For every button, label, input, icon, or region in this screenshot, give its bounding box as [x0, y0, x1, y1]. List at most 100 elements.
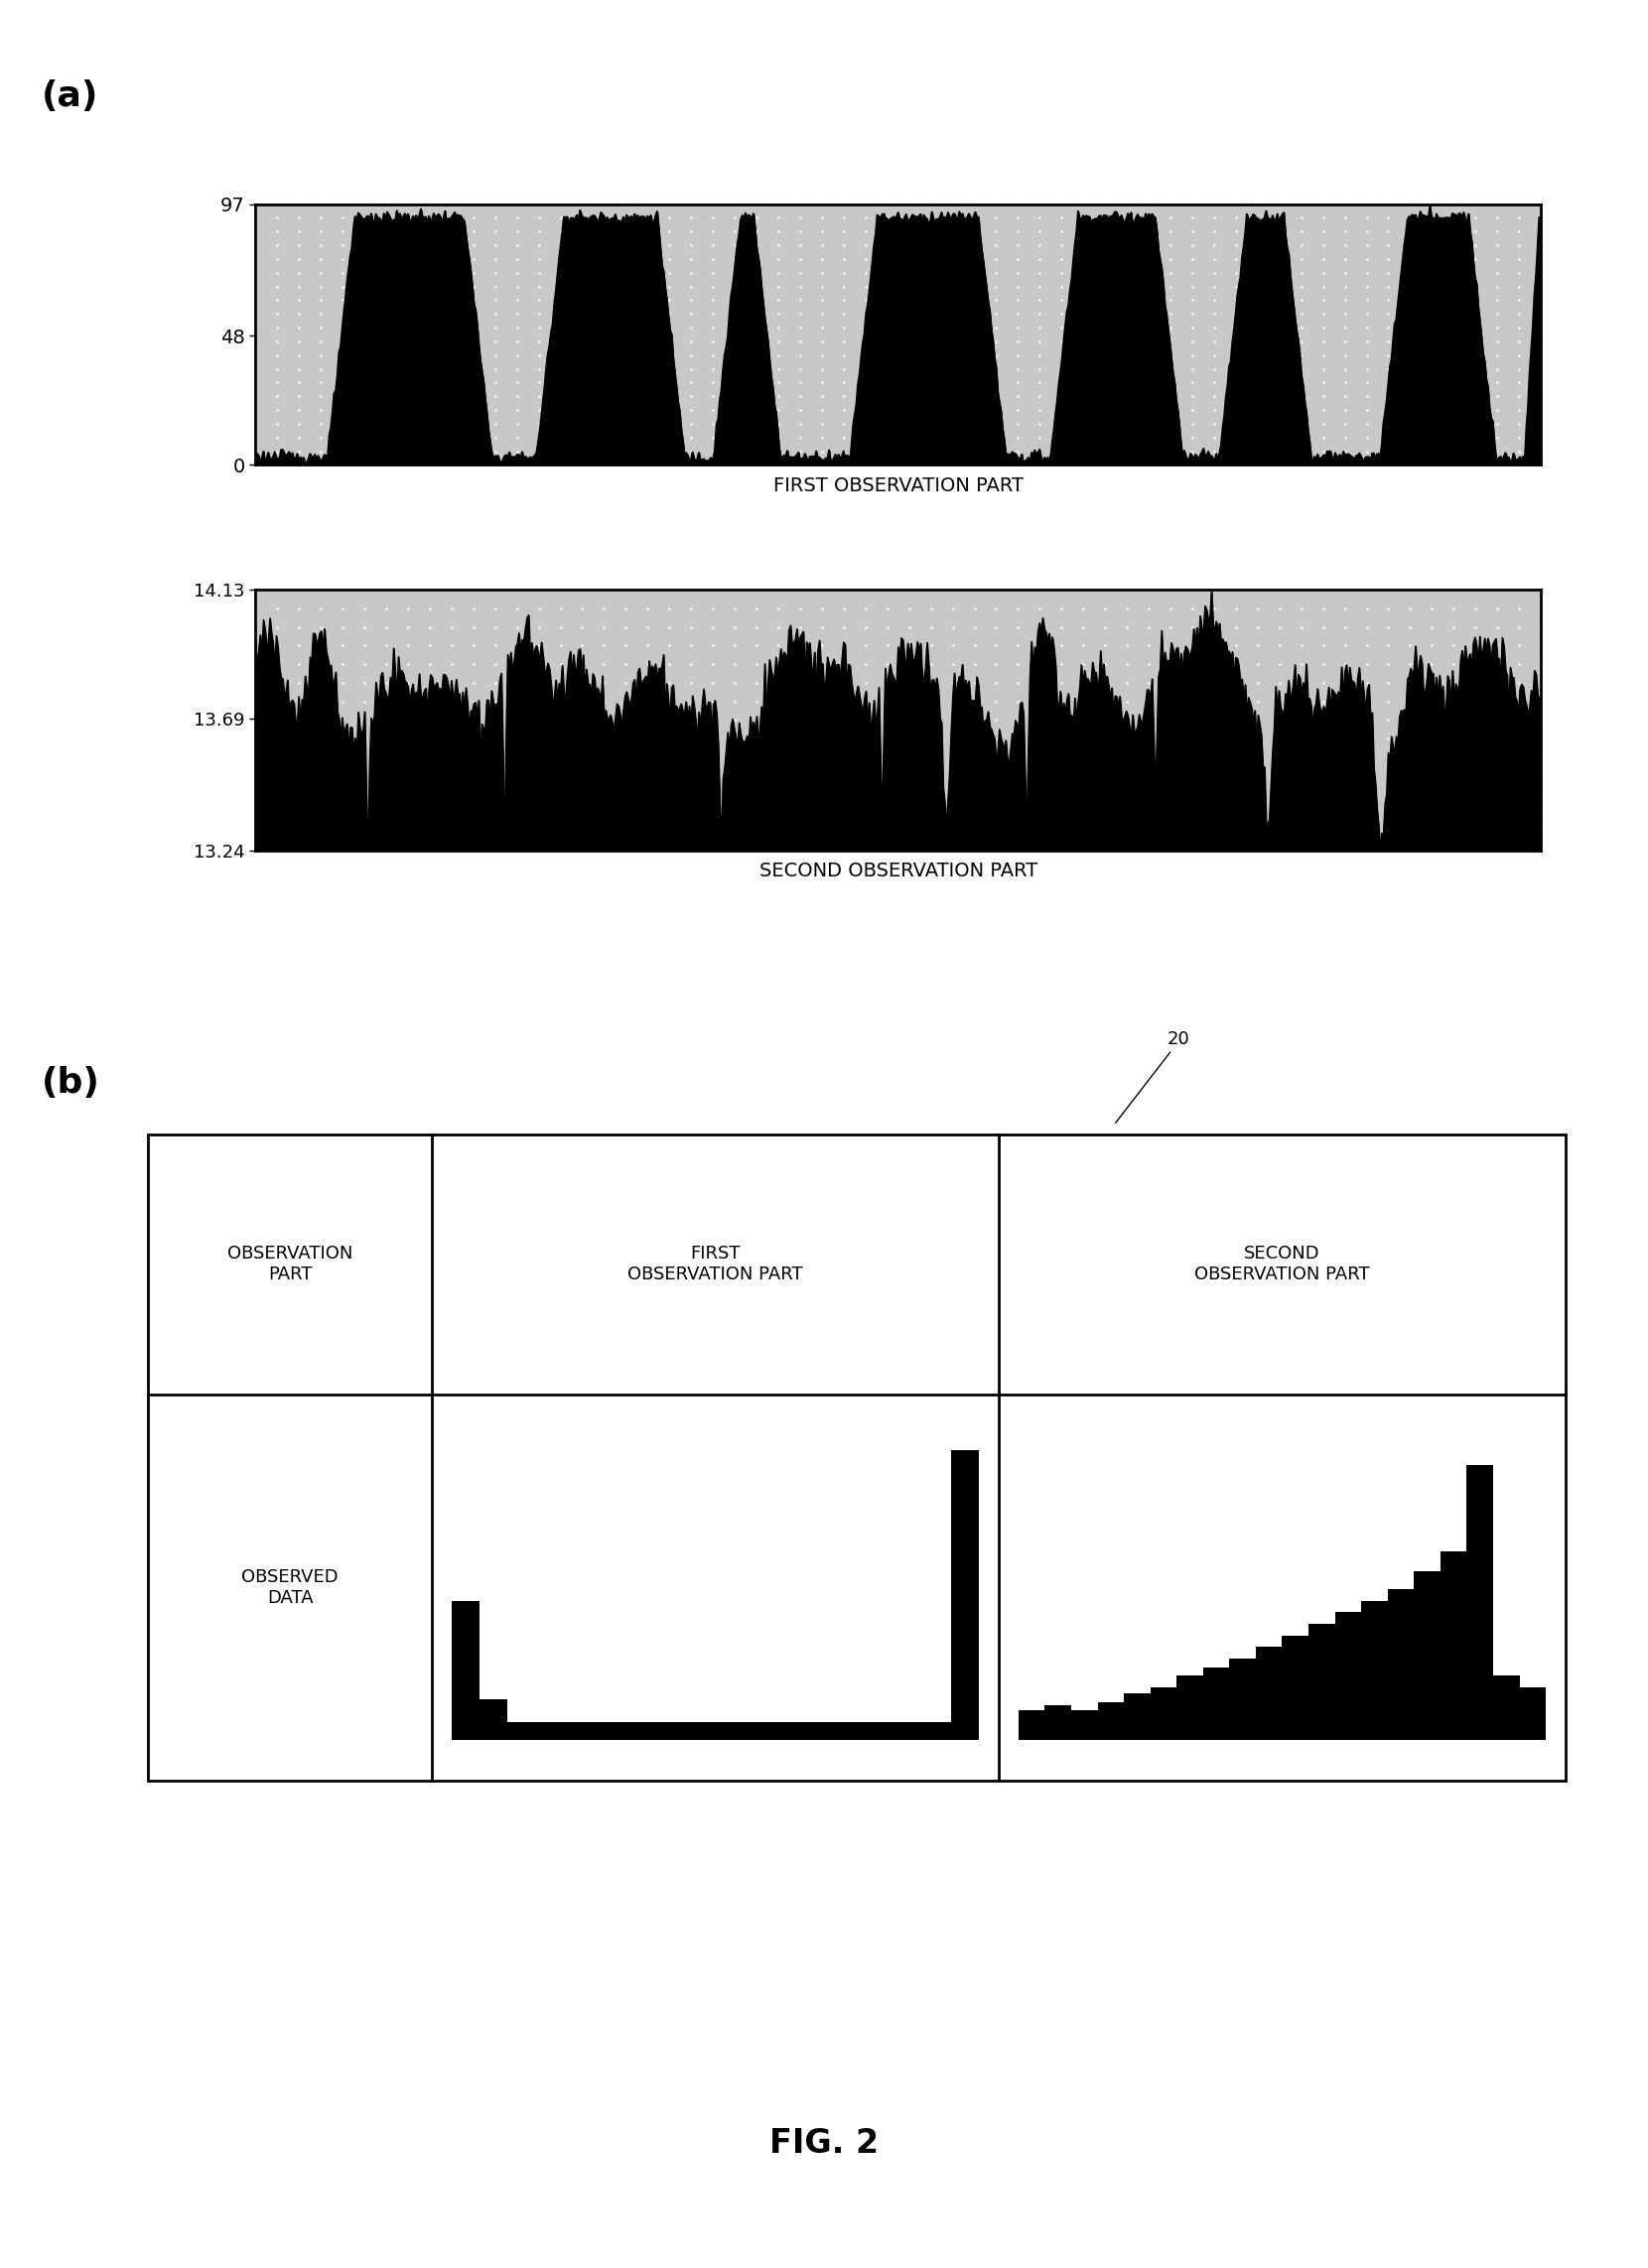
Point	[1374, 338, 1401, 374]
Point	[1289, 572, 1315, 608]
Point	[1223, 683, 1249, 719]
Point	[1289, 213, 1315, 249]
Point	[242, 268, 269, 304]
Point	[481, 832, 508, 869]
Point	[677, 796, 704, 832]
Point	[569, 572, 595, 608]
Point	[569, 796, 595, 832]
Point	[396, 683, 422, 719]
Point	[1419, 758, 1445, 794]
Point	[852, 608, 878, 644]
Point	[743, 281, 770, 318]
Point	[634, 281, 661, 318]
Point	[1178, 796, 1205, 832]
Point	[873, 776, 900, 812]
Point	[700, 379, 727, 415]
Point	[1093, 832, 1119, 869]
Point	[1528, 814, 1554, 850]
Point	[1005, 665, 1032, 701]
Point	[1135, 186, 1162, 222]
Point	[1244, 295, 1271, 331]
Point	[1266, 447, 1292, 483]
Point	[831, 268, 857, 304]
Point	[743, 683, 770, 719]
Point	[1332, 186, 1358, 222]
Point	[1374, 227, 1401, 263]
Point	[504, 379, 531, 415]
Point	[613, 338, 639, 374]
Point	[1310, 186, 1337, 222]
Point	[481, 433, 508, 469]
Point	[1048, 665, 1074, 701]
X-axis label: FIRST OBSERVATION PART: FIRST OBSERVATION PART	[773, 476, 1023, 494]
Point	[852, 365, 878, 401]
Point	[1310, 281, 1337, 318]
Point	[982, 590, 1009, 626]
Point	[592, 447, 618, 483]
Point	[743, 365, 770, 401]
Point	[1070, 758, 1096, 794]
Point	[504, 758, 531, 794]
Point	[547, 721, 574, 758]
Point	[1266, 701, 1292, 737]
Point	[1157, 572, 1183, 608]
Point	[351, 776, 377, 812]
Point	[831, 186, 857, 222]
Point	[765, 281, 791, 318]
Point	[1353, 254, 1379, 290]
Point	[1135, 308, 1162, 345]
Point	[1310, 796, 1337, 832]
Point	[1244, 739, 1271, 776]
Point	[722, 758, 748, 794]
Point	[961, 379, 987, 415]
Point	[504, 240, 531, 277]
Point	[1289, 392, 1315, 429]
Point	[1114, 433, 1140, 469]
Point	[1178, 628, 1205, 665]
Point	[1289, 200, 1315, 236]
Point	[396, 200, 422, 236]
Point	[1353, 420, 1379, 456]
Point	[504, 683, 531, 719]
Point	[1419, 200, 1445, 236]
Point	[873, 628, 900, 665]
Point	[1070, 352, 1096, 388]
Point	[285, 281, 311, 318]
Point	[526, 721, 552, 758]
Point	[1485, 776, 1511, 812]
Point	[1419, 365, 1445, 401]
Point	[1462, 608, 1488, 644]
Point	[1157, 776, 1183, 812]
Point	[351, 590, 377, 626]
Point	[1440, 628, 1467, 665]
Point	[1070, 646, 1096, 683]
Point	[330, 186, 356, 222]
Point	[918, 683, 944, 719]
Point	[372, 590, 399, 626]
Point	[1157, 814, 1183, 850]
Point	[1419, 352, 1445, 388]
Point	[1485, 281, 1511, 318]
Point	[264, 628, 290, 665]
Point	[788, 392, 814, 429]
Point	[1310, 200, 1337, 236]
Point	[897, 590, 923, 626]
Point	[722, 213, 748, 249]
Point	[1005, 392, 1032, 429]
Point	[873, 796, 900, 832]
Point	[351, 295, 377, 331]
Point	[1332, 608, 1358, 644]
Point	[1374, 392, 1401, 429]
Point	[1440, 338, 1467, 374]
Point	[1310, 406, 1337, 442]
Point	[831, 420, 857, 456]
Point	[873, 240, 900, 277]
Point	[1332, 572, 1358, 608]
Point	[765, 572, 791, 608]
Point	[547, 701, 574, 737]
Point	[285, 254, 311, 290]
Bar	[646, 1721, 674, 1740]
Point	[809, 200, 836, 236]
Point	[613, 420, 639, 456]
Bar	[1388, 1590, 1414, 1740]
